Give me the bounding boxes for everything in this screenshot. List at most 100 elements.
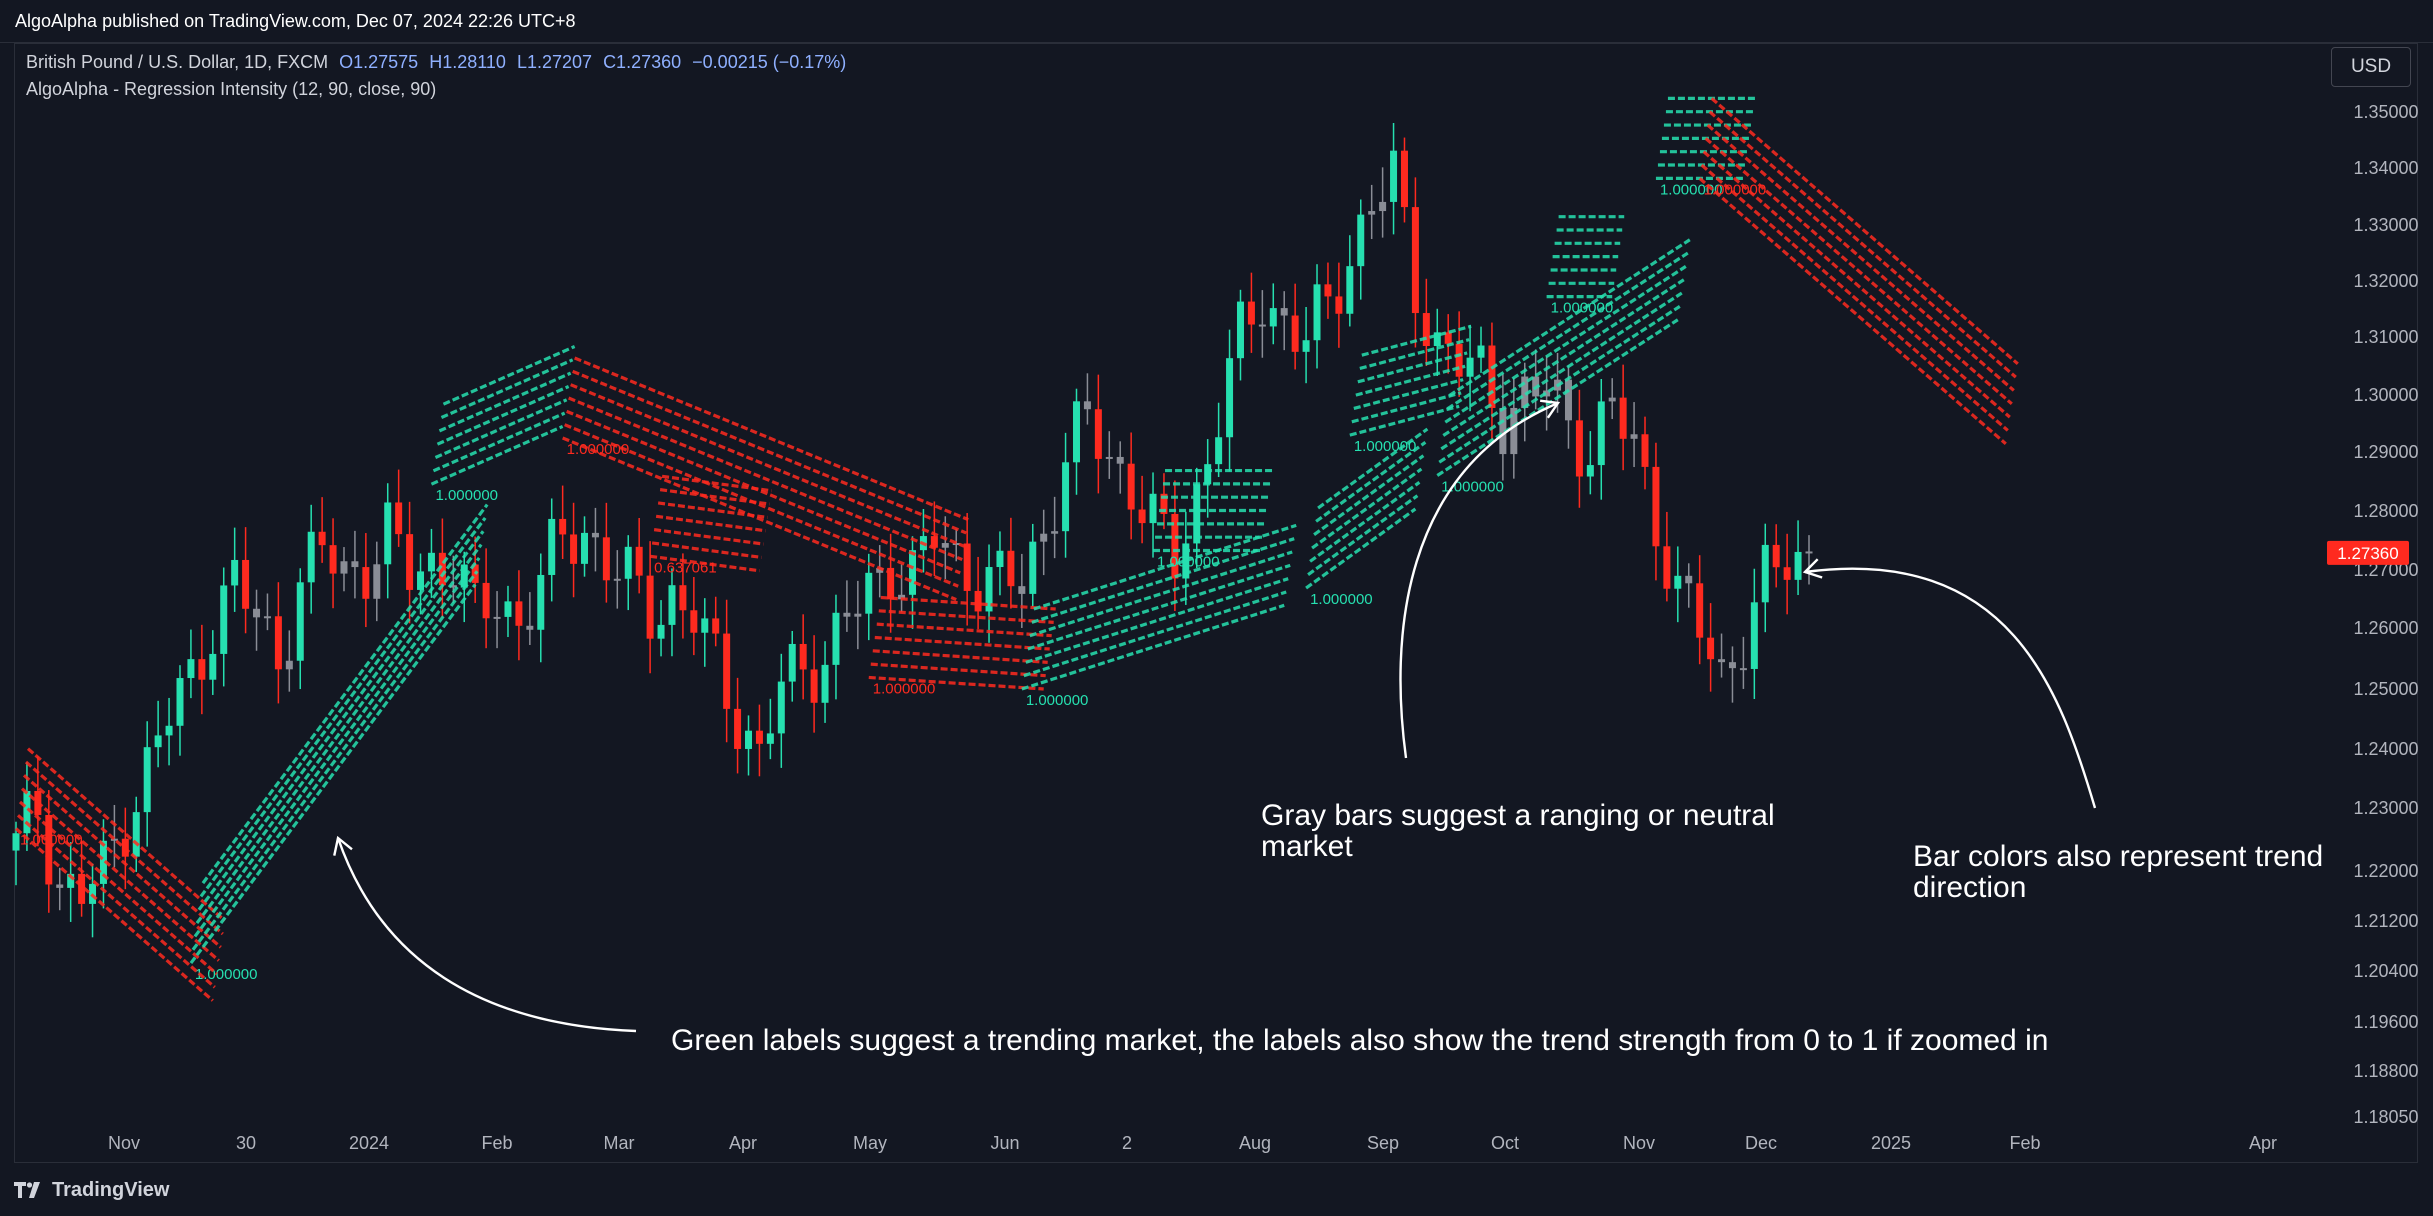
- x-tick-label: Feb: [2009, 1133, 2040, 1153]
- candle: [340, 547, 348, 592]
- symbol-name[interactable]: British Pound / U.S. Dollar, 1D, FXCM: [26, 52, 329, 72]
- candle: [668, 568, 676, 657]
- candle: [745, 715, 753, 776]
- x-tick-label: Sep: [1367, 1133, 1399, 1153]
- indicator-legend[interactable]: AlgoAlpha - Regression Intensity (12, 90…: [26, 79, 437, 99]
- arrow: [1804, 567, 2097, 809]
- x-tick-label: 30: [236, 1133, 256, 1153]
- x-tick-label: 2025: [1871, 1133, 1911, 1153]
- candle: [1291, 283, 1299, 370]
- x-tick-label: Mar: [604, 1133, 635, 1153]
- candle: [1608, 378, 1616, 420]
- symbol-legend[interactable]: British Pound / U.S. Dollar, 1D, FXCM O1…: [26, 52, 846, 73]
- candle: [1674, 546, 1682, 623]
- candle: [734, 677, 742, 774]
- arrow-head: [1802, 558, 1823, 579]
- candle: [843, 580, 851, 632]
- y-tick-label: 1.21200: [2353, 911, 2418, 931]
- candle: [701, 598, 709, 667]
- candle: [624, 535, 632, 611]
- arrow-head: [333, 835, 353, 856]
- candle: [1083, 373, 1091, 425]
- candle: [143, 721, 151, 847]
- brand-name: TradingView: [52, 1179, 170, 1201]
- x-tick-label: Jun: [990, 1133, 1019, 1153]
- candle: [1280, 291, 1288, 351]
- candle: [537, 553, 545, 663]
- candle: [56, 867, 64, 911]
- x-tick-label: Dec: [1745, 1133, 1777, 1153]
- regression-band: 1.000000: [1157, 554, 1220, 571]
- currency-button[interactable]: USD: [2331, 47, 2411, 87]
- candle: [209, 630, 217, 695]
- band-strength-label: 1.000000: [195, 966, 258, 983]
- candle: [1630, 402, 1638, 468]
- candle: [919, 509, 927, 573]
- y-tick-label: 1.35000: [2353, 102, 2418, 122]
- x-tick-label: Apr: [2249, 1133, 2277, 1153]
- candle: [231, 527, 239, 612]
- candle: [613, 550, 621, 609]
- regression-band: 1.000000: [1026, 692, 1089, 709]
- candle: [821, 641, 829, 723]
- candle: [777, 653, 785, 768]
- candle: [832, 594, 840, 700]
- candle: [329, 518, 337, 609]
- candle: [898, 564, 906, 613]
- candle: [1805, 535, 1813, 585]
- ohlc-low: L1.27207: [516, 52, 593, 72]
- candle: [515, 570, 523, 661]
- candle: [493, 591, 501, 649]
- ohlc-open: O1.27575: [339, 52, 419, 72]
- candle: [591, 507, 599, 572]
- x-tick-label: Aug: [1239, 1133, 1271, 1153]
- candle: [635, 518, 643, 594]
- candle: [810, 635, 818, 733]
- candle: [963, 513, 971, 626]
- tradingview-logo[interactable]: TradingView: [14, 1179, 169, 1202]
- candle: [1586, 431, 1594, 495]
- candle: [482, 548, 490, 649]
- candle: [679, 553, 687, 639]
- candle: [646, 541, 654, 674]
- candle: [1226, 329, 1234, 472]
- y-tick-label: 1.22000: [2353, 861, 2418, 881]
- candle: [1029, 523, 1037, 607]
- candle: [373, 541, 381, 622]
- candle: [1357, 199, 1365, 300]
- regression-band: 1.000000: [1354, 438, 1417, 455]
- candle: [1652, 442, 1660, 581]
- candle: [67, 842, 75, 922]
- candle: [384, 483, 392, 599]
- candle: [559, 485, 567, 559]
- regression-band: 1.000000: [873, 680, 936, 697]
- regression-bands: 1.0000001.0000001.0000001.0000000.637061…: [20, 181, 1766, 983]
- x-axis[interactable]: Nov 30 2024 Feb Mar Apr May Jun 2 Aug Sep Oct Nov Dec…: [108, 1133, 2277, 1153]
- band-strength-label: 1.000000: [873, 680, 936, 697]
- candle: [1236, 289, 1244, 381]
- candle: [132, 796, 140, 872]
- candle: [395, 469, 403, 547]
- candle: [1324, 262, 1332, 319]
- candle: [1510, 377, 1518, 479]
- candle: [176, 665, 184, 756]
- candle: [1040, 509, 1048, 576]
- candle: [1433, 308, 1441, 376]
- regression-band: 1.000000: [195, 966, 258, 983]
- candle: [1051, 496, 1059, 559]
- candle: [755, 704, 763, 777]
- candle: [1597, 378, 1605, 500]
- candle: [1783, 533, 1791, 615]
- annotation-green-labels: Green labels suggest a trending market, …: [671, 1024, 2049, 1057]
- y-tick-label: 1.18050: [2353, 1107, 2418, 1127]
- candle: [1477, 326, 1485, 373]
- ohlc-close: C1.27360: [603, 52, 682, 72]
- candle: [427, 528, 435, 598]
- candle: [766, 698, 774, 760]
- candle: [1215, 402, 1223, 478]
- candle: [12, 821, 20, 886]
- regression-band: 1.000000: [435, 487, 498, 504]
- candle: [1105, 431, 1113, 479]
- y-axis[interactable]: 1.35000 1.34000 1.33000 1.32000 1.31000 1.300…: [2353, 102, 2418, 1127]
